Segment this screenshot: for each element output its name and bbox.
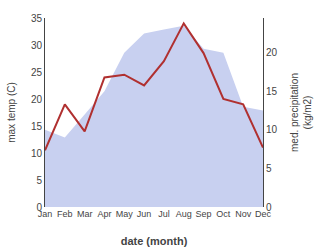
svg-text:0: 0 [266,202,272,213]
svg-text:5: 5 [36,175,42,186]
svg-text:Aug: Aug [176,209,192,219]
svg-text:20: 20 [266,47,278,58]
svg-text:Jan: Jan [38,209,53,219]
svg-text:May: May [116,209,134,219]
svg-text:30: 30 [31,40,43,51]
svg-text:Nov: Nov [235,209,252,219]
svg-text:Jul: Jul [158,209,170,219]
svg-text:20: 20 [31,94,43,105]
svg-text:Mar: Mar [77,209,93,219]
svg-text:Oct: Oct [216,209,231,219]
svg-text:med. precipitation(kg/m2): med. precipitation(kg/m2) [289,73,313,152]
svg-text:Dec: Dec [255,209,272,219]
svg-text:5: 5 [266,163,272,174]
svg-text:Sep: Sep [196,209,212,219]
svg-text:35: 35 [31,13,43,24]
svg-text:0: 0 [36,202,42,213]
svg-text:15: 15 [266,86,278,97]
svg-text:Apr: Apr [97,209,111,219]
svg-text:date (month): date (month) [121,235,188,247]
svg-text:15: 15 [31,121,43,132]
svg-text:Feb: Feb [57,209,73,219]
svg-text:Jun: Jun [137,209,152,219]
svg-text:10: 10 [266,124,278,135]
svg-text:25: 25 [31,67,43,78]
svg-text:10: 10 [31,148,43,159]
svg-text:max temp (C): max temp (C) [6,82,17,143]
